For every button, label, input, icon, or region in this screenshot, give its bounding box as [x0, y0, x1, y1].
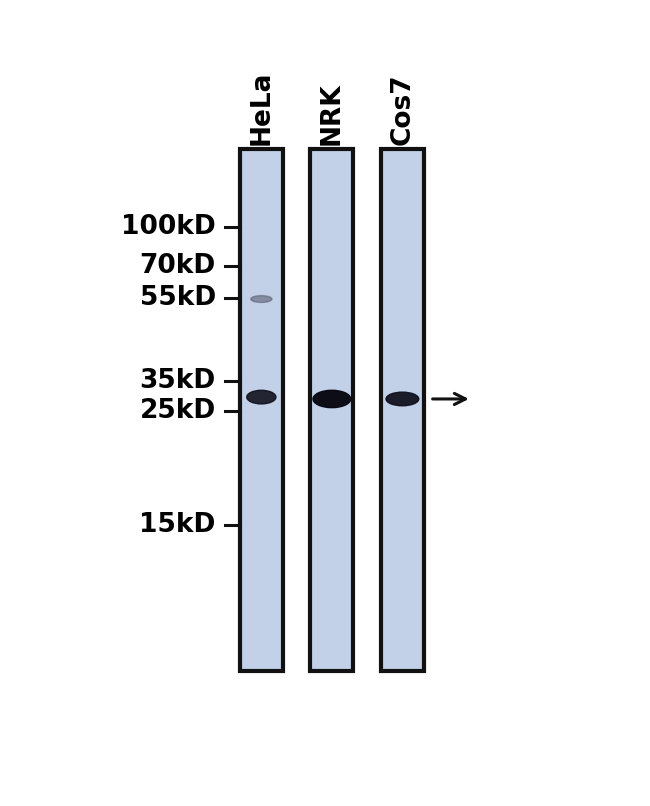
Ellipse shape — [251, 296, 272, 302]
Ellipse shape — [313, 390, 351, 408]
Text: 35kD: 35kD — [140, 368, 216, 394]
Text: HeLa: HeLa — [248, 70, 274, 144]
Bar — [381, 149, 424, 671]
Text: 100kD: 100kD — [121, 214, 216, 240]
Ellipse shape — [247, 390, 276, 404]
Text: NRK: NRK — [319, 82, 345, 144]
Text: 25kD: 25kD — [140, 397, 216, 424]
Text: 15kD: 15kD — [139, 512, 216, 538]
Bar — [311, 149, 354, 671]
Ellipse shape — [386, 393, 419, 405]
Text: Cos7: Cos7 — [389, 73, 415, 144]
Text: 55kD: 55kD — [140, 285, 216, 311]
Text: 70kD: 70kD — [140, 252, 216, 279]
Bar — [240, 149, 283, 671]
